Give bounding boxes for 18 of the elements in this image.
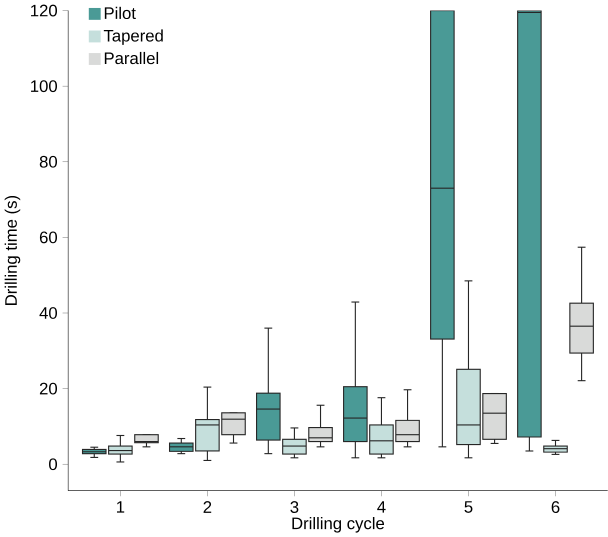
x-tick-label: 5 [464, 501, 472, 513]
x-tick-label: 6 [552, 501, 560, 513]
x-tick-label: 3 [290, 501, 298, 513]
y-tick-label: 120 [31, 4, 58, 16]
y-axis-title: Drilling time (s) [4, 196, 20, 305]
y-tick-label: 100 [31, 80, 58, 92]
legend-label: Parallel [104, 52, 158, 64]
y-tick-label: 0 [49, 458, 58, 470]
x-tick-label: 2 [204, 501, 212, 513]
legend-label: Pilot [104, 6, 136, 19]
y-tick-label: 40 [39, 306, 58, 319]
legend-label: Tapered [104, 29, 163, 45]
x-tick-label: 4 [377, 501, 386, 513]
x-axis-title: Drilling cycle [292, 516, 384, 532]
y-tick-label: 60 [40, 231, 58, 244]
x-tick-label: 1 [116, 501, 124, 513]
y-tick-label: 20 [40, 382, 58, 394]
y-tick-label: 80 [40, 156, 58, 168]
